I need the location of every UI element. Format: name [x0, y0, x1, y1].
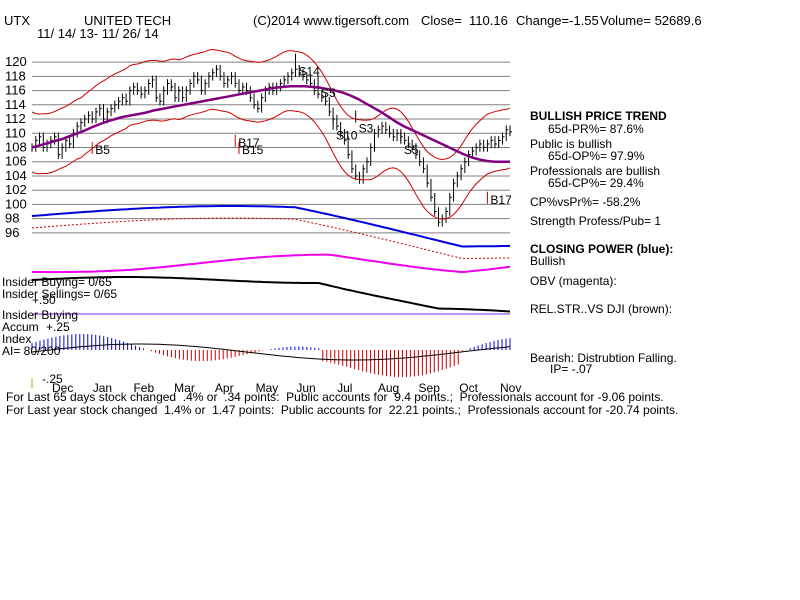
volume-value: Volume= 52689.6: [600, 13, 702, 28]
month-label: Feb: [133, 381, 154, 395]
signal-label: B5: [95, 143, 110, 157]
bullish-trend-label: BULLISH PRICE TREND: [530, 109, 667, 123]
copyright-notice: (C)2014 www.tigersoft.com: [253, 13, 410, 28]
accum-ma-line: [31, 343, 511, 361]
y-tick-label: 100: [5, 196, 27, 211]
lower-band-line: [31, 108, 511, 220]
closing-power-label: CLOSING POWER (blue):: [530, 242, 674, 256]
month-label: Nov: [500, 381, 521, 395]
strength-ratio: Strength Profess/Pub= 1: [530, 214, 662, 228]
y-tick-label: 110: [5, 125, 26, 140]
relstr-label: REL.STR..VS DJI (brown):: [530, 302, 673, 316]
month-label: May: [256, 381, 279, 395]
y-tick-label: 98: [5, 211, 19, 226]
op-percent: 65d-OP%= 97.9%: [548, 149, 645, 163]
y-tick-label: 106: [5, 154, 27, 169]
insider-selling-ratio: Insider Sellings= 0/65: [2, 287, 118, 301]
month-label: Jun: [296, 381, 315, 395]
close-value: Close= 110.16: [421, 13, 508, 28]
month-label: Aug: [378, 381, 399, 395]
obv-line: [32, 253, 511, 274]
y-tick-label: 96: [5, 225, 19, 240]
accum-label: Accum: [2, 320, 39, 334]
month-label: Apr: [215, 381, 234, 395]
month-label: Jan: [93, 381, 112, 395]
moving-average-line: [31, 85, 510, 163]
signal-label: B17: [490, 193, 512, 207]
signal-label: S3: [359, 122, 374, 136]
month-label: Oct: [459, 381, 478, 395]
month-label: Sep: [419, 381, 441, 395]
company-name: UNITED TECH: [84, 13, 172, 28]
obv-label: OBV (magenta):: [530, 274, 617, 288]
y-tick-label: 120: [5, 54, 27, 69]
month-label: Jul: [337, 381, 352, 395]
upper-band-line: [31, 48, 511, 161]
signal-label: S5: [404, 143, 419, 157]
public-status: Public is bullish: [530, 137, 613, 151]
insider-buying-ratio: Insider Buying= 0/65: [2, 275, 112, 289]
y-tick-label: 114: [5, 97, 26, 112]
professionals-status: Professionals are bullish: [530, 164, 661, 178]
y-tick-label: 104: [5, 168, 27, 183]
pr-percent: 65d-PR%= 87.6%: [548, 122, 644, 136]
closing-power-line: [31, 205, 511, 248]
ai-label: AI= 80/200: [2, 344, 61, 358]
cp-vs-pr: CP%vsPr%= -58.2%: [530, 195, 641, 209]
relative-strength-line: [31, 276, 511, 313]
accum-minus25-label: -.25: [42, 372, 63, 386]
y-tick-label: 102: [5, 182, 27, 197]
signal-label: S5: [321, 86, 336, 100]
y-tick-label: 116: [5, 83, 26, 98]
change-value: Change=-1.55: [516, 13, 599, 28]
index-label: Index: [2, 332, 32, 346]
y-tick-label: 112: [5, 111, 26, 126]
signal-label: B17: [238, 136, 260, 150]
insider-buying-label: Insider Buying: [2, 308, 79, 322]
footer-line-65days: For Last 65 days stock changed .4% or .3…: [6, 390, 664, 404]
signal-label: S14: [298, 65, 320, 79]
footer-line-year: For Last year stock changed 1.4% or 1.47…: [6, 403, 679, 417]
closing-power-status: Bullish: [530, 254, 566, 268]
date-range: 11/ 14/ 13- 11/ 26/ 14: [37, 26, 159, 41]
ticker-symbol: UTX: [4, 13, 30, 28]
signal-label: S10: [336, 129, 358, 143]
y-tick-label: 108: [5, 140, 27, 155]
accum-plus25-label: +.25: [46, 320, 70, 334]
month-label: Dec: [52, 381, 73, 395]
bearish-status: Bearish: Distrubtion Falling.: [530, 351, 677, 365]
y-tick-label: 118: [5, 68, 26, 83]
month-label: Mar: [174, 381, 195, 395]
ip-value: IP= -.07: [550, 362, 593, 376]
cp-percent: 65d-CP%= 29.4%: [548, 176, 644, 190]
signal-label: B15: [242, 143, 264, 157]
accum-plus50-label: +.50: [32, 293, 56, 307]
